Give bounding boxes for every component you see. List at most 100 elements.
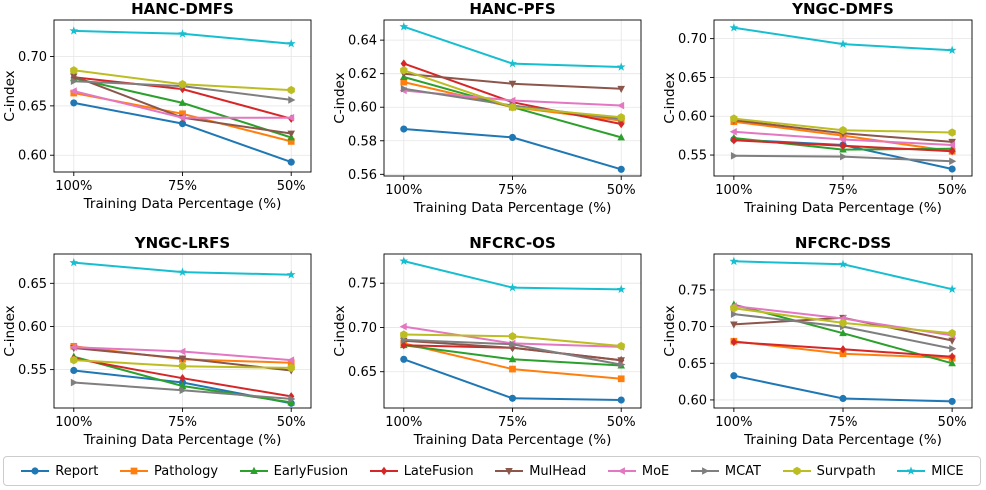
x-tick-label: 75% [498, 415, 527, 430]
y-tick-label: 0.70 [348, 321, 377, 336]
legend-swatch [21, 467, 50, 475]
y-tick-label: 0.60 [18, 320, 47, 335]
x-tick-label: 50% [938, 415, 967, 430]
point-moe [947, 141, 956, 149]
point-earlyfusion [287, 398, 295, 406]
point-mice [286, 39, 296, 48]
point-earlyfusion [178, 98, 187, 106]
point-mice [69, 258, 79, 267]
point-mice [947, 45, 957, 55]
point-survpath [287, 85, 295, 95]
y-axis-label: C-index [332, 72, 348, 123]
point-moe [178, 347, 186, 356]
y-tick-label: 0.60 [18, 149, 47, 164]
point-mice [508, 283, 517, 292]
legend-item-mcat: MCAT [690, 464, 761, 479]
legend-marker-moe [617, 467, 625, 475]
point-survpath [178, 79, 187, 89]
legend-swatch [782, 466, 811, 476]
x-tick-label: 50% [607, 415, 636, 430]
legend-label: EarlyFusion [273, 463, 349, 479]
x-tick-label: 75% [829, 415, 858, 430]
point-mcat [840, 152, 848, 161]
point-latefusion [179, 374, 186, 383]
point-mice [729, 23, 739, 32]
y-axis-label: C-index [662, 305, 678, 356]
x-tick-label: 100% [385, 183, 422, 198]
point-report [178, 120, 187, 128]
legend-marker-pathology [130, 467, 138, 475]
point-latefusion [400, 340, 407, 350]
y-tick-label: 0.56 [348, 168, 377, 183]
point-latefusion [730, 136, 738, 145]
chart-title: NFCRC-DSS [795, 234, 891, 252]
point-moe [617, 101, 625, 110]
legend-label: MoE [641, 463, 670, 479]
point-mcat [730, 152, 739, 160]
x-axis-label: Training Data Percentage (%) [743, 432, 942, 448]
figure: 0.60 0.65 0.70 100% 75% 50% HANC-DMFS Training … [2, 0, 973, 448]
y-tick-label: 0.65 [18, 277, 47, 292]
legend-label: Survpath [816, 463, 876, 479]
x-tick-label: 50% [607, 183, 636, 198]
x-tick-label: 75% [498, 183, 527, 198]
chart-title: NFCRC-OS [469, 234, 556, 252]
x-tick-label: 100% [715, 183, 752, 198]
legend: Report Pathology EarlyFusion LateFusion MulH… [3, 456, 981, 486]
panel-hanc-pfs: 0.56 0.58 0.60 0.62 0.64 100% 75% 50% HANC-PFS Tr… [332, 0, 642, 216]
y-axis-label: C-index [662, 72, 678, 123]
legend-item-survpath: Survpath [782, 464, 876, 479]
point-latefusion [948, 146, 956, 156]
y-tick-label: 0.65 [348, 365, 377, 380]
point-moe [287, 356, 295, 364]
point-latefusion [839, 345, 847, 354]
point-report [400, 125, 408, 133]
legend-swatch [607, 467, 636, 475]
point-survpath [730, 304, 738, 313]
y-tick-label: 0.70 [18, 50, 47, 65]
point-pathology [287, 138, 295, 145]
point-mice [178, 267, 187, 276]
point-pathology [179, 110, 186, 118]
y-tick-label: 0.62 [348, 67, 377, 82]
point-earlyfusion [508, 355, 517, 363]
point-mcat [70, 378, 78, 387]
point-mulhead [287, 130, 295, 138]
legend-item-earlyfusion: EarlyFusion [239, 464, 348, 479]
point-survpath [70, 66, 78, 75]
legend-marker-mulhead [505, 468, 513, 476]
point-mice [616, 284, 626, 294]
x-tick-label: 100% [385, 415, 422, 430]
legend-item-moe: MoE [607, 464, 669, 479]
x-tick-label: 100% [55, 179, 92, 194]
point-moe [399, 322, 407, 331]
legend-marker-earlyfusion [249, 466, 258, 474]
point-moe [178, 113, 186, 122]
point-mcat [949, 157, 957, 166]
legend-item-mice: MICE [896, 464, 964, 479]
point-mcat [70, 77, 78, 85]
y-tick-label: 0.60 [678, 393, 707, 408]
point-mulhead [617, 85, 625, 93]
point-report [287, 158, 295, 166]
point-mice [399, 22, 409, 31]
point-moe [508, 96, 516, 105]
legend-swatch [239, 466, 268, 474]
legend-swatch [897, 466, 926, 475]
x-tick-label: 100% [715, 415, 752, 430]
point-latefusion [288, 392, 295, 401]
point-mice [286, 270, 296, 279]
y-axis-label: C-index [2, 70, 18, 121]
panel-yngc-dmfs: 0.55 0.60 0.65 0.70 100% 75% 50% YNGC-DMFS Train… [662, 0, 973, 216]
point-survpath [617, 113, 625, 122]
point-mice [616, 62, 626, 71]
point-survpath [400, 66, 408, 75]
x-axis-label: Training Data Percentage (%) [413, 432, 612, 448]
point-latefusion [948, 352, 956, 361]
point-survpath [287, 363, 295, 373]
point-mice [947, 284, 957, 293]
point-report [400, 355, 408, 363]
point-mcat [949, 344, 957, 353]
point-survpath [508, 103, 517, 112]
point-mulhead [70, 73, 78, 81]
